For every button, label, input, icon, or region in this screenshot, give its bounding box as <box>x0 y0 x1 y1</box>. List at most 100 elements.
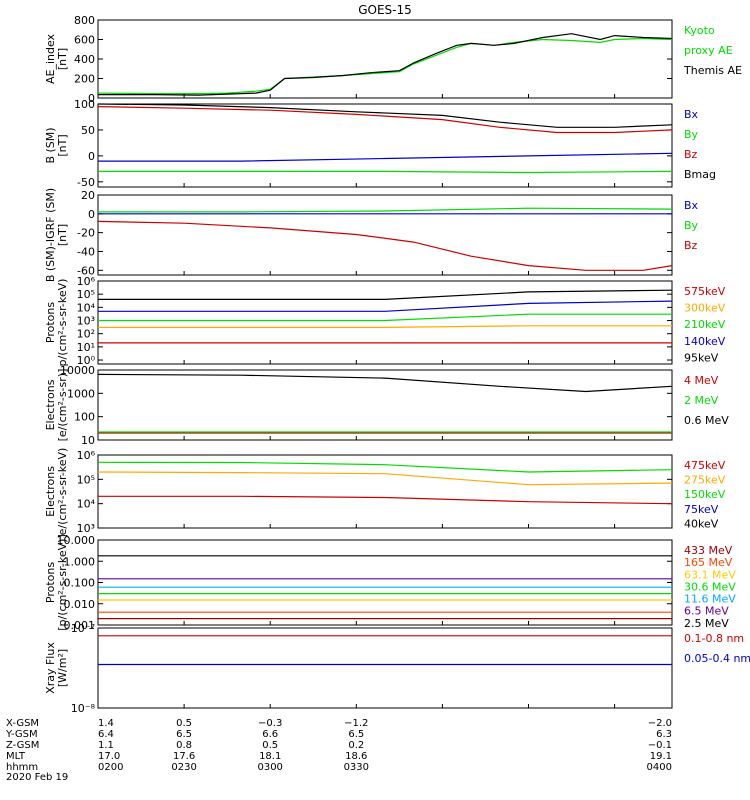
legend-entry: 95keV <box>684 351 719 364</box>
ytick-label: -60 <box>77 264 95 277</box>
legend-entry: Bz <box>684 239 698 252</box>
panel-b_sm: -50 0 50 100 B (SM) [nT] Bx By Bz Bmag <box>44 98 716 189</box>
legend-entry: 63.1 MeV <box>684 568 736 581</box>
plot-frame <box>97 280 673 365</box>
ytick-label: 0.001 <box>64 619 96 632</box>
legend-entry: 300keV <box>684 302 726 315</box>
ytick-label: 0 <box>88 150 95 163</box>
footer-cell: 0.2 <box>348 740 364 751</box>
legend-entry: 165 MeV <box>684 556 733 569</box>
legend-entry: 0.1-0.8 nm <box>684 632 744 645</box>
ytick-label: 20 <box>81 189 95 202</box>
legend-entry: 2.5 MeV <box>684 617 729 630</box>
panel-xray: 10⁻⁸ 10⁻⁷ Xray Flux [W/m²] 0.1-0.8 nm 0.05-0.… <box>44 622 750 715</box>
series-line-by <box>98 170 673 174</box>
footer-cell: 0.8 <box>176 740 192 751</box>
y-axis-label: Xray Flux <box>44 642 57 694</box>
footer-date: 2020 Feb 19 <box>6 772 68 783</box>
series-line-kyoto <box>97 37 673 95</box>
y-axis-label: AE_index <box>44 33 57 84</box>
ytick-label: 100 <box>74 98 95 111</box>
plot-frame <box>97 627 673 709</box>
ytick-label: 10⁶ <box>77 449 96 462</box>
plot-frame <box>97 454 673 529</box>
legend-entry: Kyoto <box>684 24 715 37</box>
ytick-label: 10³ <box>77 522 95 535</box>
ytick-label: 10¹ <box>77 341 95 354</box>
ytick-label: 1000 <box>67 387 95 400</box>
y-axis-label: [nT] <box>56 48 69 70</box>
series-line-bz <box>97 220 673 271</box>
legend-entry: Themis AE <box>683 64 742 77</box>
legend-entry: 2 MeV <box>684 394 719 407</box>
legend-entry: 0.6 MeV <box>684 414 729 427</box>
legend-entry: 150keV <box>684 488 726 501</box>
legend-entry: proxy AE <box>684 44 733 57</box>
legend-entry: 75keV <box>684 503 719 516</box>
series-line-bmag <box>97 103 673 128</box>
plot-frame <box>97 194 673 276</box>
legend-entry: 433 MeV <box>684 544 733 557</box>
legend-entry: 4 MeV <box>684 374 719 387</box>
ytick-label: 10⁻⁷ <box>71 622 95 635</box>
y-axis-label: Electrons <box>44 379 57 430</box>
ytick-label: 10⁶ <box>77 275 96 288</box>
series-line-bx <box>98 152 673 162</box>
series-line-bz <box>97 106 673 134</box>
ytick-label: 10⁻⁸ <box>71 702 96 715</box>
series-line-140kev <box>98 300 673 312</box>
legend-entry: 210keV <box>684 318 726 331</box>
series-line-150kev <box>97 461 673 473</box>
footer-cell: 6.6 <box>262 729 278 740</box>
legend-entry: 140keV <box>684 335 726 348</box>
series-line-by <box>98 207 673 213</box>
chart-title: GOES-15 <box>358 3 412 17</box>
ytick-label: 400 <box>74 53 95 66</box>
series-line-0-6-mev <box>97 373 673 393</box>
legend-entry: 475keV <box>684 459 726 472</box>
ytick-label: -20 <box>77 227 95 240</box>
legend-entry: Bmag <box>684 168 716 181</box>
panel-protons_high: 0.001 0.010 0.100 1.000 10.000 Protons [p/(cm²… <box>44 534 736 632</box>
y-axis-label: [nT] <box>56 224 69 246</box>
ytick-label: 10⁰ <box>77 354 96 367</box>
panel-ae: 0 200 400 600 800 AE_index [nT] Kyoto proxy AE Th… <box>44 14 742 105</box>
y-axis-label: [nT] <box>56 134 69 156</box>
footer-cell: 1.4 <box>98 718 114 729</box>
ytick-label: 100 <box>74 411 95 424</box>
y-axis-label: Protons <box>44 302 57 343</box>
ytick-label: -50 <box>77 176 95 189</box>
series-line-95kev <box>98 289 673 300</box>
footer-cell: 17.0 <box>98 751 120 762</box>
ytick-label: 200 <box>74 73 95 86</box>
legend-entry: Bx <box>684 108 699 121</box>
ytick-label: 10.000 <box>57 534 96 547</box>
ytick-label: -40 <box>77 245 95 258</box>
legend-entry: 11.6 MeV <box>684 593 736 606</box>
footer-cell: 6.4 <box>98 729 114 740</box>
y-axis-label: Protons <box>44 562 57 603</box>
ytick-label: 600 <box>74 34 95 47</box>
y-axis-label: p/(cm²-s-sr-keV) <box>56 279 69 367</box>
footer-row-label: hhmm <box>6 762 38 773</box>
y-axis-label: B (SM)-IGRF (SM) <box>44 188 57 282</box>
footer-cell: 0.5 <box>262 740 278 751</box>
y-axis-label: Electrons <box>44 466 57 517</box>
footer-cell: 6.5 <box>176 729 192 740</box>
legend-entry: Bz <box>684 148 698 161</box>
legend-entry: 575keV <box>684 285 726 298</box>
y-axis-label: [p/(cm²-s-sr-keV)] <box>56 534 69 631</box>
ytick-label: 0 <box>88 208 95 221</box>
series-line-210kev <box>98 313 672 322</box>
legend-entry: By <box>684 219 699 232</box>
footer-cell: 6.3 <box>656 729 672 740</box>
ytick-label: 10² <box>77 328 95 341</box>
ytick-label: 1.000 <box>64 555 96 568</box>
footer-cell: 18.1 <box>259 751 281 762</box>
ytick-label: 0.010 <box>64 598 96 611</box>
footer-row-label: MLT <box>6 751 26 762</box>
